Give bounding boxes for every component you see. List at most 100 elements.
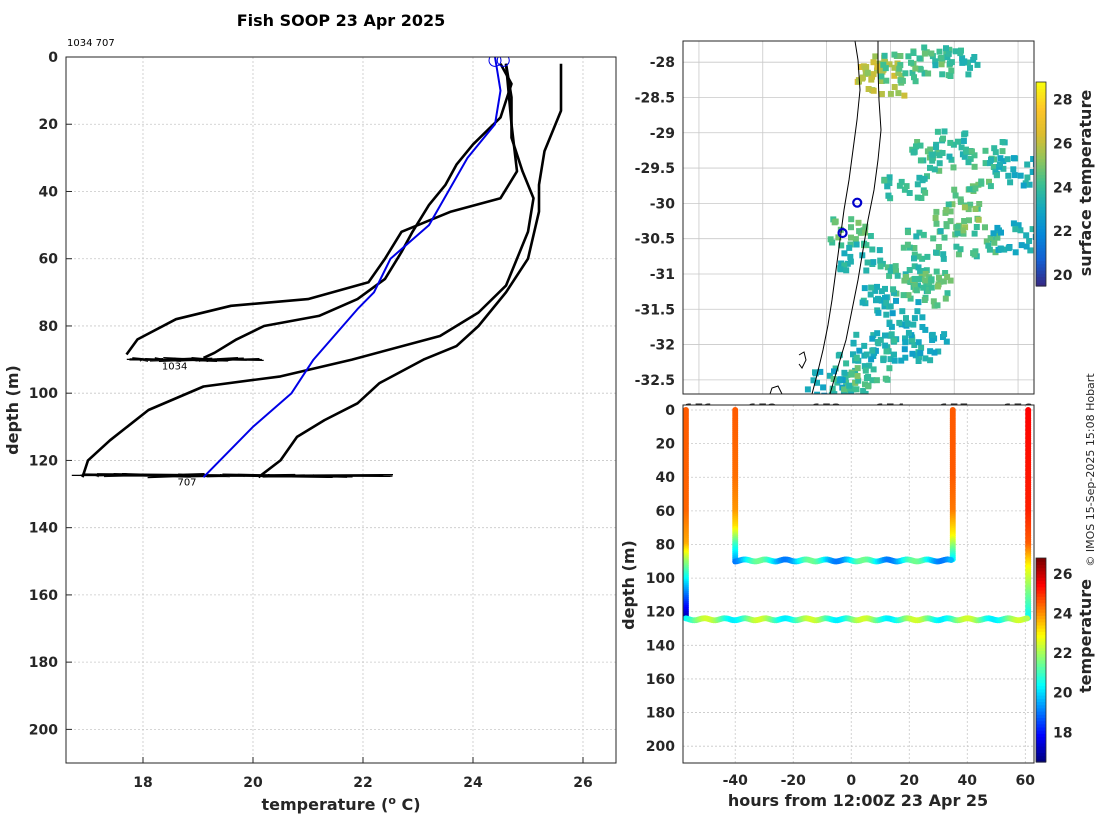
sst-pixel <box>946 51 952 57</box>
sst-pixel <box>1030 156 1036 162</box>
sst-pixel <box>951 187 957 193</box>
sst-pixel <box>846 383 852 389</box>
sst-pixel <box>955 230 961 236</box>
colorbar-tick-label: 18 <box>1053 725 1072 741</box>
sst-pixel <box>898 77 904 83</box>
x-tick-label: 26 <box>573 775 592 791</box>
section-y-tick-label: 140 <box>646 638 675 654</box>
sst-pixel <box>1012 172 1018 178</box>
sst-pixel <box>906 330 912 336</box>
map-y-tick-label: -29 <box>650 126 675 142</box>
sst-pixel <box>880 62 886 68</box>
sst-pixel <box>865 260 871 266</box>
sst-pixel <box>841 250 847 256</box>
sst-pixel <box>1024 175 1030 181</box>
sst-pixel <box>974 224 980 230</box>
sst-pixel <box>882 53 888 59</box>
sst-pixel <box>890 310 896 316</box>
sst-pixel <box>917 350 923 356</box>
sst-pixel <box>841 370 847 376</box>
sst-pixel <box>922 190 928 196</box>
sst-pixel <box>1018 173 1024 179</box>
sst-pixel <box>905 229 911 235</box>
x-tick-label: 22 <box>353 775 372 791</box>
sst-pixel <box>862 395 868 401</box>
sst-pixel <box>961 58 967 64</box>
sst-pixel <box>1026 238 1032 244</box>
sst-pixel <box>944 223 950 229</box>
sst-pixel <box>905 242 911 248</box>
section-x-tick-label: 40 <box>958 773 978 789</box>
temperature-colorbar: 1820222426 <box>1036 558 1073 763</box>
map-y-tick-label: -31 <box>650 267 675 283</box>
sst-pixel <box>895 90 901 96</box>
sst-pixel <box>1024 162 1030 168</box>
section-y-tick-label: 180 <box>646 706 675 722</box>
sst-pixel <box>849 371 855 377</box>
sst-pixel <box>863 368 869 374</box>
sst-pixel <box>916 358 922 364</box>
sst-pixel <box>888 91 894 97</box>
sst-pixel <box>997 155 1003 161</box>
sst-pixel <box>805 386 811 392</box>
sst-pixel <box>838 266 844 272</box>
sst-pixel <box>820 384 826 390</box>
x-axis-label: temperature (o C) <box>261 794 420 814</box>
sst-pixel <box>904 321 910 327</box>
sst-pixel <box>921 45 927 51</box>
chart-title: Fish SOOP 23 Apr 2025 <box>237 11 446 30</box>
sst-pixel <box>919 314 925 320</box>
sst-pixel <box>933 144 939 150</box>
sst-pixel <box>869 247 875 253</box>
sst-pixel <box>893 263 899 269</box>
sst-pixel <box>988 157 994 163</box>
sst-pixel <box>857 396 863 402</box>
colorbar-tick-label: 20 <box>1053 268 1073 284</box>
series-profile-3 <box>204 64 512 358</box>
sst-pixel <box>914 308 920 314</box>
sst-pixel <box>891 52 897 58</box>
sst-pixel <box>944 274 950 280</box>
sst-pixel <box>948 73 954 79</box>
sst-pixel <box>859 394 865 400</box>
section-y-axis-label: depth (m) <box>619 540 638 630</box>
sst-pixel <box>913 143 919 149</box>
sst-pixel <box>991 145 997 151</box>
sst-pixel <box>847 254 853 260</box>
sst-pixel <box>947 154 953 160</box>
colorbar-tick-label: 22 <box>1053 224 1072 240</box>
section-bottom-point <box>948 557 954 563</box>
sst-pixel <box>917 55 923 61</box>
sst-pixel <box>814 392 820 398</box>
sst-pixel <box>848 216 854 222</box>
sst-pixel <box>958 196 964 202</box>
sst-pixel <box>938 228 944 234</box>
sst-pixel <box>1005 156 1011 162</box>
sst-pixel <box>930 332 936 338</box>
sst-pixel <box>957 50 963 56</box>
sst-pixel <box>868 292 874 298</box>
sst-pixel <box>942 128 948 134</box>
sst-pixel <box>919 324 925 330</box>
sst-pixel <box>904 183 910 189</box>
sst-pixel <box>934 269 940 275</box>
sst-pixel <box>854 242 860 248</box>
sst-pixel <box>998 246 1004 252</box>
sst-pixel <box>884 348 890 354</box>
sst-pixel <box>881 178 887 184</box>
sst-pixel <box>972 164 978 170</box>
sst-pixel <box>887 321 893 327</box>
sst-pixel <box>994 172 1000 178</box>
sst-pixel <box>985 243 991 249</box>
sst-pixel <box>889 331 895 337</box>
sst-pixel <box>935 284 941 290</box>
sst-pixel <box>955 139 961 145</box>
bottom-hit-label: 707 <box>177 478 196 489</box>
bottom-hit-band <box>72 474 393 478</box>
section-y-tick-label: 0 <box>665 403 675 419</box>
sst-pixel <box>915 299 921 305</box>
sst-pixel <box>942 235 948 241</box>
sst-pixel <box>817 395 823 401</box>
sst-pixel <box>962 130 968 136</box>
sst-pixel <box>856 228 862 234</box>
